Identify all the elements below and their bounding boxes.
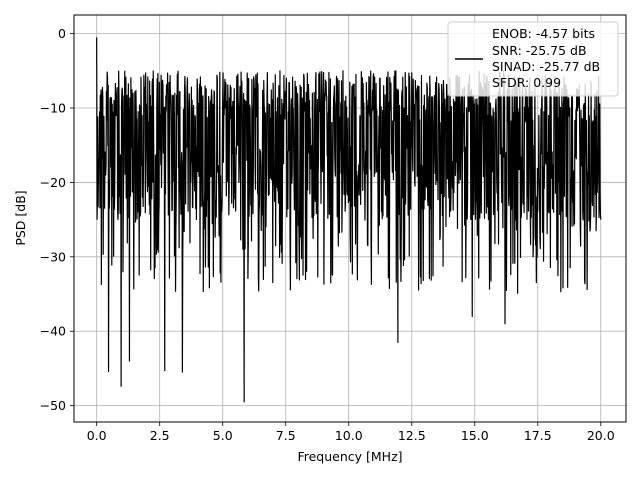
y-tick-label: −40 — [40, 324, 66, 339]
legend-box — [447, 21, 619, 97]
psd-line — [96, 37, 602, 403]
legend-entry-snr: SNR: -25.75 dB — [492, 43, 587, 58]
legend-entry-enob: ENOB: -4.57 bits — [492, 26, 595, 41]
psd-series — [96, 37, 602, 403]
y-axis-label: PSD [dB] — [13, 190, 28, 245]
x-tick-label: 0.0 — [87, 428, 107, 443]
y-tick-label: −50 — [40, 398, 66, 413]
x-tick-label: 2.5 — [150, 428, 170, 443]
x-tick-label: 20.0 — [587, 428, 615, 443]
y-tick-label: −20 — [40, 175, 66, 190]
legend-entry-sinad: SINAD: -25.77 dB — [492, 59, 600, 74]
x-tick-label: 12.5 — [398, 428, 426, 443]
plot-frame — [73, 14, 627, 423]
y-tick-label: 0 — [58, 26, 66, 41]
legend: ENOB: -4.57 bits SNR: -25.75 dB SINAD: -… — [447, 21, 619, 97]
y-tick-label: −30 — [40, 249, 66, 264]
x-axis-label: Frequency [MHz] — [297, 449, 402, 464]
x-tick-label: 15.0 — [461, 428, 489, 443]
x-tick-label: 5.0 — [213, 428, 233, 443]
x-tick-label: 10.0 — [335, 428, 363, 443]
axis-ticks: 0.0 2.5 5.0 7.5 10.0 12.5 15.0 17.5 20.0 0 −10 −20 −… — [40, 26, 615, 443]
y-tick-label: −10 — [40, 101, 66, 116]
legend-entry-sfdr: SFDR: 0.99 — [492, 75, 561, 90]
x-tick-label: 7.5 — [276, 428, 296, 443]
x-tick-label: 17.5 — [524, 428, 552, 443]
